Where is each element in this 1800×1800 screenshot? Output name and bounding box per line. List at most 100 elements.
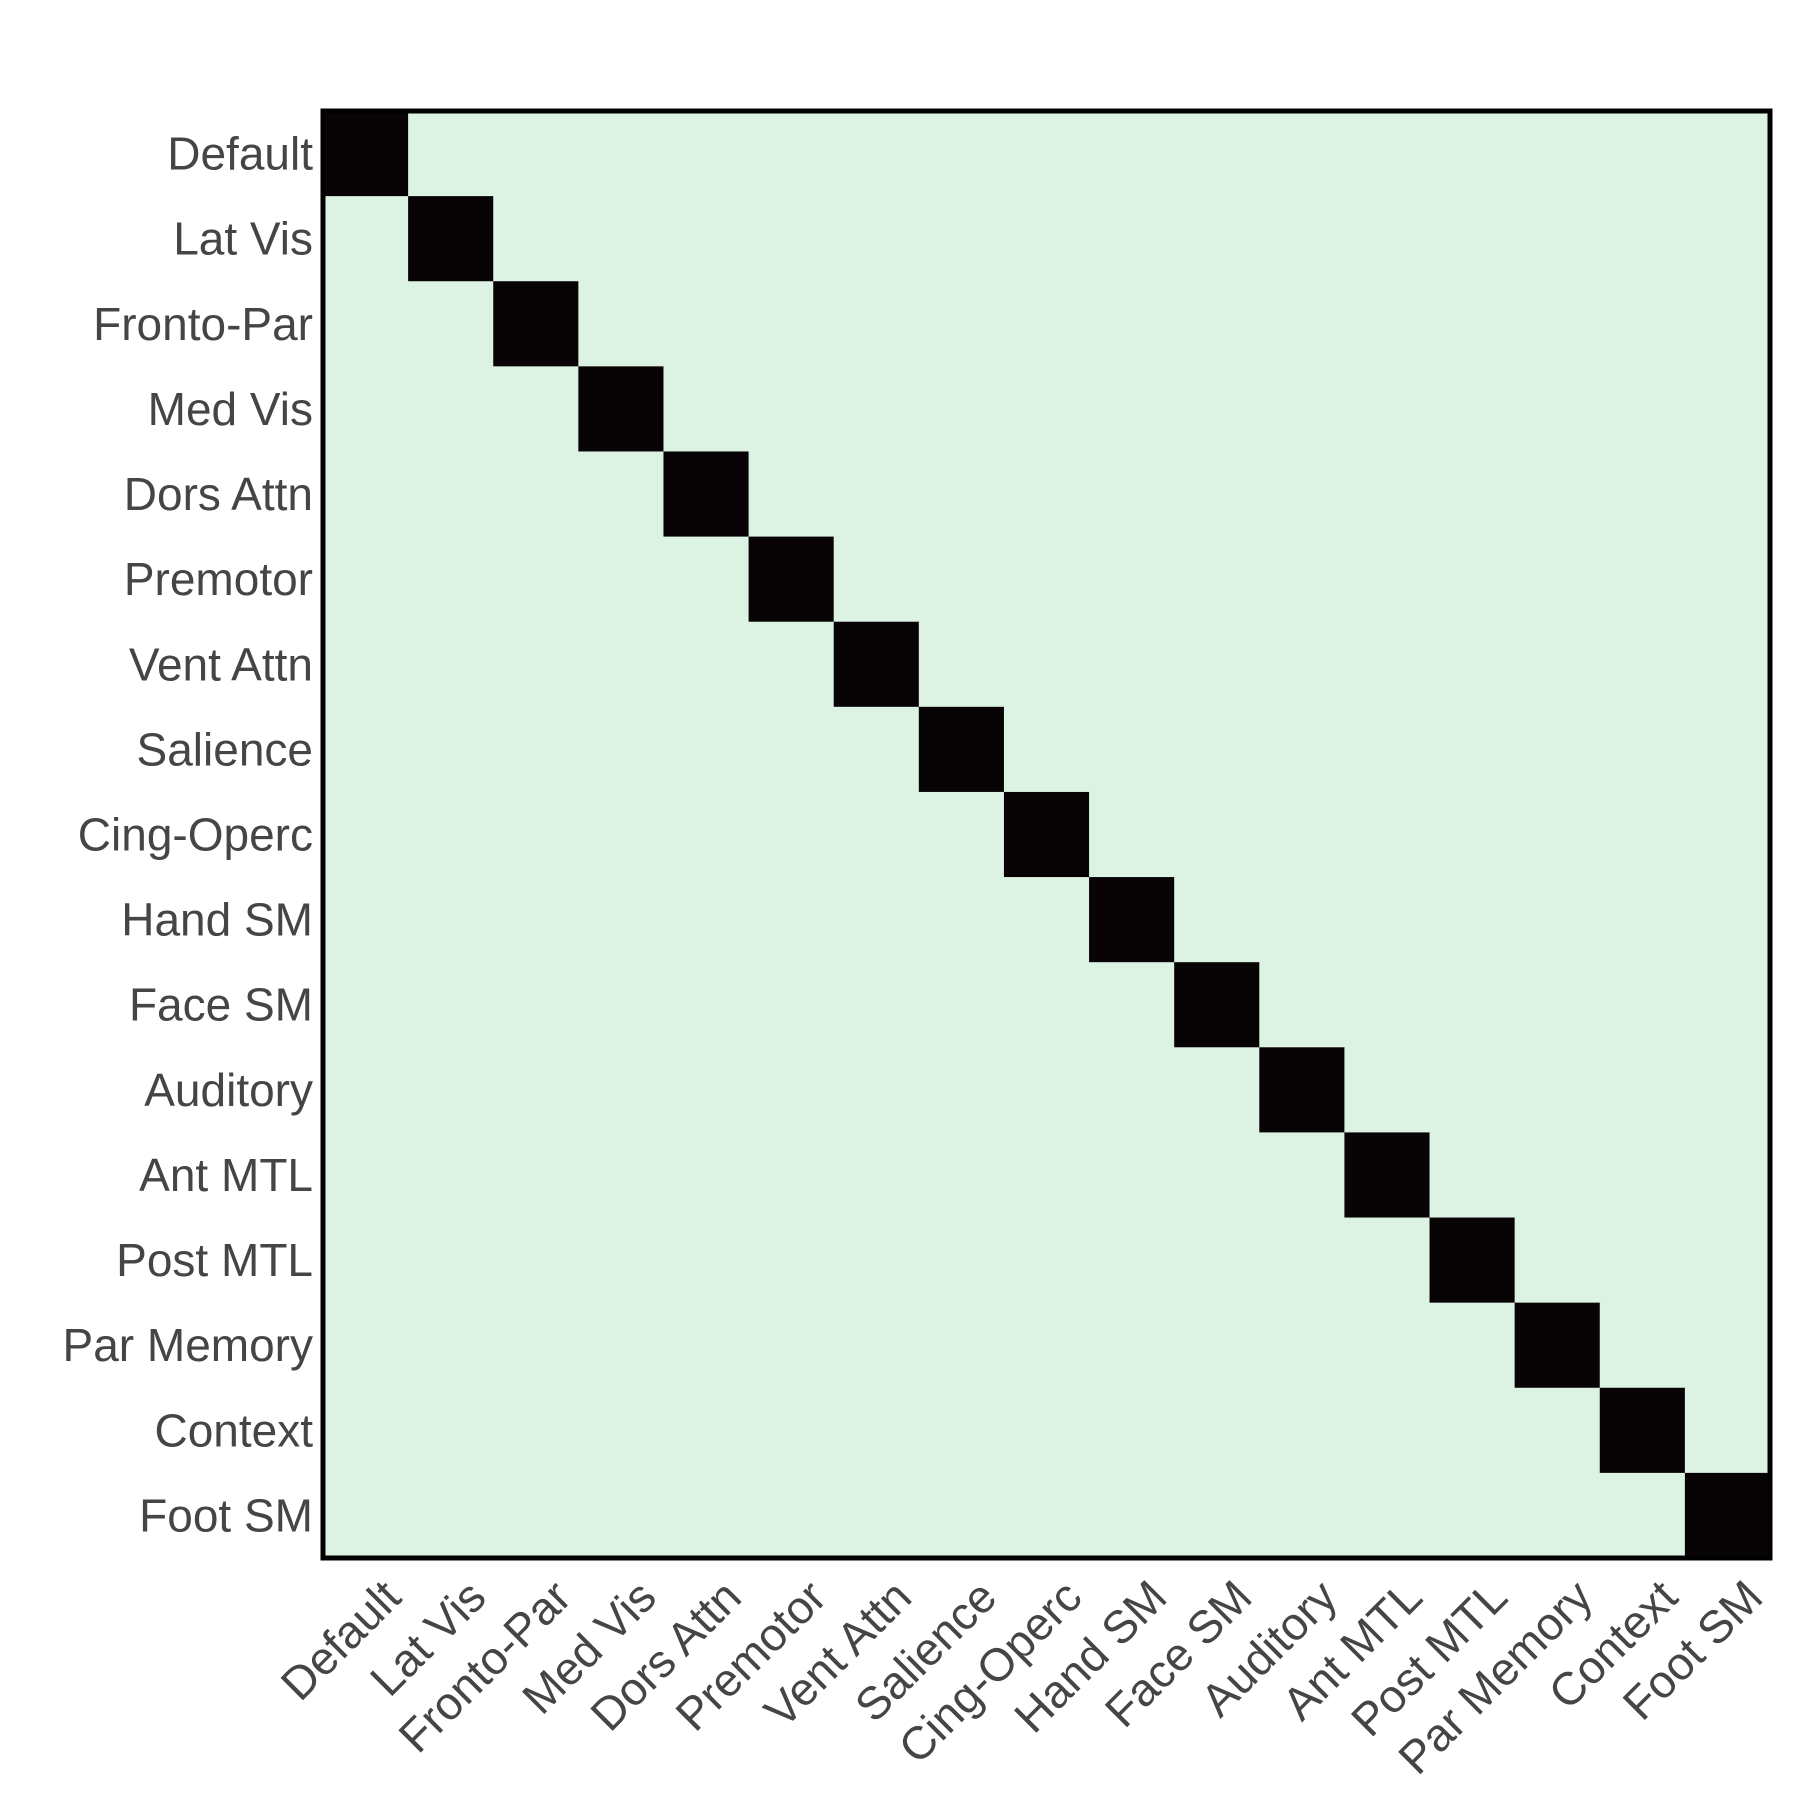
heatmap-cell-r16-c16 xyxy=(1684,1472,1771,1559)
heatmap-cell-r7-c15 xyxy=(1599,706,1686,793)
y-tick-label: Fronto-Par xyxy=(93,298,313,350)
heatmap-cell-r8-c5 xyxy=(748,791,835,878)
heatmap-cell-r9-c16 xyxy=(1684,877,1771,963)
heatmap-cell-r15-c1 xyxy=(408,1387,494,1474)
heatmap-cell-r10-c14 xyxy=(1514,962,1601,1048)
heatmap-cell-r6-c15 xyxy=(1599,621,1686,708)
heatmap-cell-r16-c13 xyxy=(1429,1472,1516,1559)
heatmap-cell-r9-c11 xyxy=(1259,877,1346,963)
heatmap-cell-r9-c14 xyxy=(1514,877,1601,963)
heatmap-cell-r1-c2 xyxy=(493,196,579,282)
heatmap-cell-r9-c13 xyxy=(1429,877,1516,963)
heatmap-cell-r14-c15 xyxy=(1599,1302,1686,1389)
heatmap-cell-r12-c15 xyxy=(1599,1132,1686,1219)
heatmap-cell-r1-c5 xyxy=(748,196,835,282)
heatmap-cell-r14-c3 xyxy=(578,1302,665,1389)
heatmap-cell-r15-c16 xyxy=(1684,1387,1771,1474)
heatmap-cell-r10-c7 xyxy=(918,962,1005,1048)
heatmap-cell-r4-c8 xyxy=(1003,451,1090,538)
y-tick-label: Auditory xyxy=(144,1064,313,1116)
heatmap-cell-r6-c11 xyxy=(1259,621,1346,708)
heatmap-cell-r8-c2 xyxy=(493,791,579,878)
heatmap-cell-r6-c13 xyxy=(1429,621,1516,708)
heatmap-cell-r8-c3 xyxy=(578,791,665,878)
heatmap-cell-r12-c8 xyxy=(1003,1132,1090,1219)
heatmap-cell-r16-c8 xyxy=(1003,1472,1090,1559)
heatmap-cell-r8-c4 xyxy=(663,791,750,878)
heatmap-cell-r10-c0 xyxy=(323,962,409,1048)
heatmap-cell-r7-c1 xyxy=(408,706,494,793)
heatmap-cell-r2-c16 xyxy=(1684,281,1771,367)
heatmap-cell-r11-c16 xyxy=(1684,1047,1771,1134)
heatmap-cell-r16-c2 xyxy=(493,1472,579,1559)
y-tick-label: Ant MTL xyxy=(139,1149,313,1201)
heatmap-cell-r4-c2 xyxy=(493,451,579,538)
heatmap-cell-r11-c15 xyxy=(1599,1047,1686,1134)
heatmap-cell-r9-c12 xyxy=(1344,877,1431,963)
heatmap-cell-r7-c14 xyxy=(1514,706,1601,793)
heatmap-cell-r12-c2 xyxy=(493,1132,579,1219)
heatmap-cell-r5-c5 xyxy=(748,536,835,623)
heatmap-cell-r13-c3 xyxy=(578,1217,665,1304)
heatmap-cell-r11-c10 xyxy=(1174,1047,1260,1134)
heatmap-cell-r15-c0 xyxy=(323,1387,409,1474)
heatmap-cell-r6-c3 xyxy=(578,621,665,708)
heatmap-cell-r16-c15 xyxy=(1599,1472,1686,1559)
heatmap-cell-r6-c8 xyxy=(1003,621,1090,708)
heatmap-cell-r1-c4 xyxy=(663,196,750,282)
heatmap-cell-r3-c11 xyxy=(1259,366,1346,453)
heatmap-cell-r3-c1 xyxy=(408,366,494,453)
heatmap-cell-r5-c9 xyxy=(1089,536,1175,623)
heatmap-cell-r7-c16 xyxy=(1684,706,1771,793)
heatmap-cell-r11-c8 xyxy=(1003,1047,1090,1134)
heatmap-cell-r2-c7 xyxy=(918,281,1005,367)
heatmap-cell-r2-c1 xyxy=(408,281,494,367)
heatmap-cell-r4-c10 xyxy=(1174,451,1260,538)
heatmap-cell-r15-c15 xyxy=(1599,1387,1686,1474)
heatmap-cell-r4-c4 xyxy=(663,451,750,538)
heatmap-cell-r0-c4 xyxy=(663,111,750,197)
heatmap-cell-r13-c14 xyxy=(1514,1217,1601,1304)
heatmap-cell-r0-c11 xyxy=(1259,111,1346,197)
heatmap-cell-r8-c10 xyxy=(1174,791,1260,878)
heatmap-cell-r5-c6 xyxy=(833,536,920,623)
heatmap-cell-r12-c7 xyxy=(918,1132,1005,1219)
heatmap-cell-r10-c13 xyxy=(1429,962,1516,1048)
heatmap-cell-r16-c0 xyxy=(323,1472,409,1559)
y-axis-tick-labels: Default Lat Vis Fronto-Par Med Vis Dors Attn… xyxy=(63,128,314,1542)
heatmap-cell-r4-c16 xyxy=(1684,451,1771,538)
heatmap-cell-r14-c10 xyxy=(1174,1302,1260,1389)
heatmap-cell-r0-c10 xyxy=(1174,111,1260,197)
heatmap-cell-r14-c5 xyxy=(748,1302,835,1389)
heatmap-cell-r1-c0 xyxy=(323,196,409,282)
heatmap-cell-r1-c11 xyxy=(1259,196,1346,282)
y-tick-label: Salience xyxy=(137,723,313,775)
heatmap-cell-r14-c2 xyxy=(493,1302,579,1389)
heatmap-cell-r11-c1 xyxy=(408,1047,494,1134)
heatmap-cell-r9-c1 xyxy=(408,877,494,963)
heatmap-cell-r15-c3 xyxy=(578,1387,665,1474)
heatmap-cell-r8-c9 xyxy=(1089,791,1175,878)
heatmap-cell-r7-c3 xyxy=(578,706,665,793)
heatmap-cell-r0-c9 xyxy=(1089,111,1175,197)
heatmap-cell-r1-c8 xyxy=(1003,196,1090,282)
heatmap-cell-r14-c11 xyxy=(1259,1302,1346,1389)
heatmap-cell-r0-c12 xyxy=(1344,111,1431,197)
heatmap-cell-r0-c5 xyxy=(748,111,835,197)
heatmap-cell-r10-c12 xyxy=(1344,962,1431,1048)
heatmap-cell-r9-c8 xyxy=(1003,877,1090,963)
heatmap-cell-r7-c0 xyxy=(323,706,409,793)
heatmap-cell-r8-c11 xyxy=(1259,791,1346,878)
y-tick-label: Hand SM xyxy=(121,894,313,946)
heatmap-cell-r4-c6 xyxy=(833,451,920,538)
heatmap-cell-r14-c7 xyxy=(918,1302,1005,1389)
heatmap-cell-r0-c2 xyxy=(493,111,579,197)
heatmap-cell-r9-c3 xyxy=(578,877,665,963)
heatmap-cell-r2-c2 xyxy=(493,281,579,367)
heatmap-cell-r10-c3 xyxy=(578,962,665,1048)
heatmap-cell-r13-c6 xyxy=(833,1217,920,1304)
y-tick-label: Med Vis xyxy=(148,383,313,435)
heatmap-cell-r6-c6 xyxy=(833,621,920,708)
